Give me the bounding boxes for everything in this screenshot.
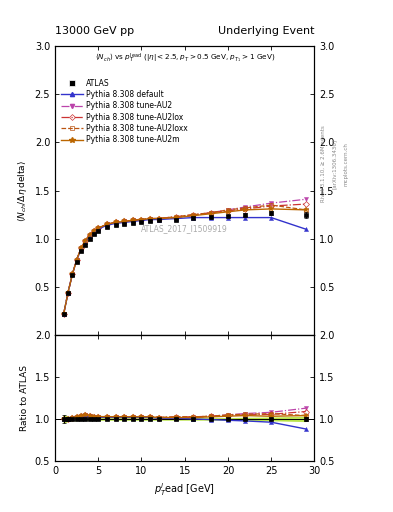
Text: 13000 GeV pp: 13000 GeV pp (55, 26, 134, 36)
Text: mcplots.cern.ch: mcplots.cern.ch (344, 142, 349, 186)
Legend: ATLAS, Pythia 8.308 default, Pythia 8.308 tune-AU2, Pythia 8.308 tune-AU2lox, Py: ATLAS, Pythia 8.308 default, Pythia 8.30… (61, 79, 187, 144)
Y-axis label: $\langle N_{ch}/\Delta\eta\,\mathrm{delta}\rangle$: $\langle N_{ch}/\Delta\eta\,\mathrm{delt… (16, 160, 29, 222)
Y-axis label: Ratio to ATLAS: Ratio to ATLAS (20, 365, 29, 431)
Text: Underlying Event: Underlying Event (218, 26, 314, 36)
X-axis label: $p_T^l\mathrm{ead}$ [GeV]: $p_T^l\mathrm{ead}$ [GeV] (154, 481, 215, 498)
Text: ATLAS_2017_I1509919: ATLAS_2017_I1509919 (141, 224, 228, 232)
Text: Rivet 3.1.10, ≥ 2.6M events: Rivet 3.1.10, ≥ 2.6M events (320, 125, 325, 202)
Text: [arXiv:1306.3436]: [arXiv:1306.3436] (332, 139, 337, 189)
Text: $\langle N_{ch}\rangle$ vs $p_T^{\mathrm{lead}}$ ($|\eta| < 2.5, p_T > 0.5$ GeV,: $\langle N_{ch}\rangle$ vs $p_T^{\mathrm… (95, 52, 275, 65)
